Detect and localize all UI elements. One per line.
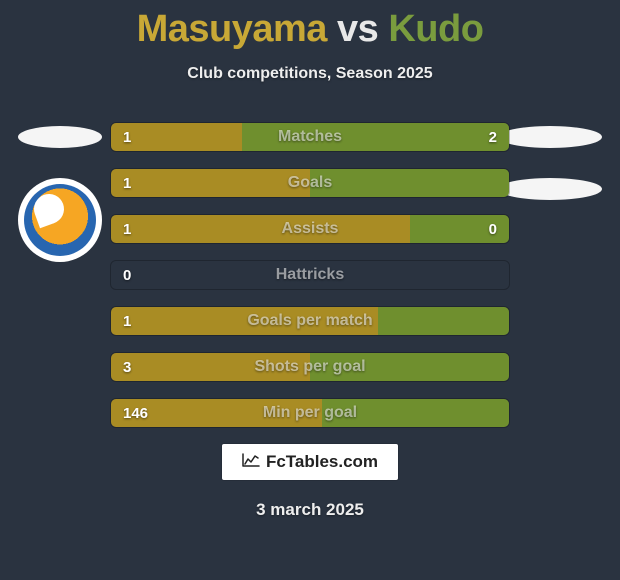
team-badge-icon	[24, 184, 96, 256]
stat-value-left: 1	[123, 169, 131, 197]
stat-fill-left	[111, 307, 378, 335]
subtitle: Club competitions, Season 2025	[0, 65, 620, 83]
stat-row: 146Min per goal	[110, 398, 510, 428]
player1-name: Masuyama	[137, 8, 327, 50]
stat-value-left: 0	[123, 261, 131, 289]
stat-value-right: 2	[489, 123, 497, 151]
stat-value-right: 0	[489, 215, 497, 243]
stat-value-left: 1	[123, 215, 131, 243]
player2-name: Kudo	[388, 8, 483, 50]
stat-fill-left	[111, 169, 310, 197]
stat-row: 10Assists	[110, 214, 510, 244]
fctables-logo: FcTables.com	[222, 444, 398, 480]
stat-row: 12Matches	[110, 122, 510, 152]
right-player-oval-2	[498, 178, 602, 200]
stat-value-left: 1	[123, 307, 131, 335]
page-title: Masuyama vs Kudo	[0, 0, 620, 51]
footer-date: 3 march 2025	[0, 500, 620, 520]
stat-fill-left	[111, 353, 310, 381]
stat-fill-right	[378, 307, 509, 335]
stat-fill-right	[322, 399, 509, 427]
vs-label: vs	[337, 8, 378, 50]
team-badge	[18, 178, 102, 262]
stat-value-left: 3	[123, 353, 131, 381]
stat-row: 1Goals	[110, 168, 510, 198]
stat-label: Hattricks	[111, 261, 509, 289]
stat-value-left: 146	[123, 399, 148, 427]
stat-row: 0Hattricks	[110, 260, 510, 290]
stat-row: 3Shots per goal	[110, 352, 510, 382]
stat-fill-right	[242, 123, 509, 151]
stat-row: 1Goals per match	[110, 306, 510, 336]
left-player-oval	[18, 126, 102, 148]
comparison-bars: 12Matches1Goals10Assists0Hattricks1Goals…	[110, 122, 510, 444]
stat-value-left: 1	[123, 123, 131, 151]
fctables-text: FcTables.com	[266, 452, 378, 472]
stat-fill-left	[111, 215, 410, 243]
right-player-oval-1	[498, 126, 602, 148]
stat-fill-right	[310, 353, 509, 381]
chart-icon	[242, 453, 260, 472]
stat-fill-right	[310, 169, 509, 197]
